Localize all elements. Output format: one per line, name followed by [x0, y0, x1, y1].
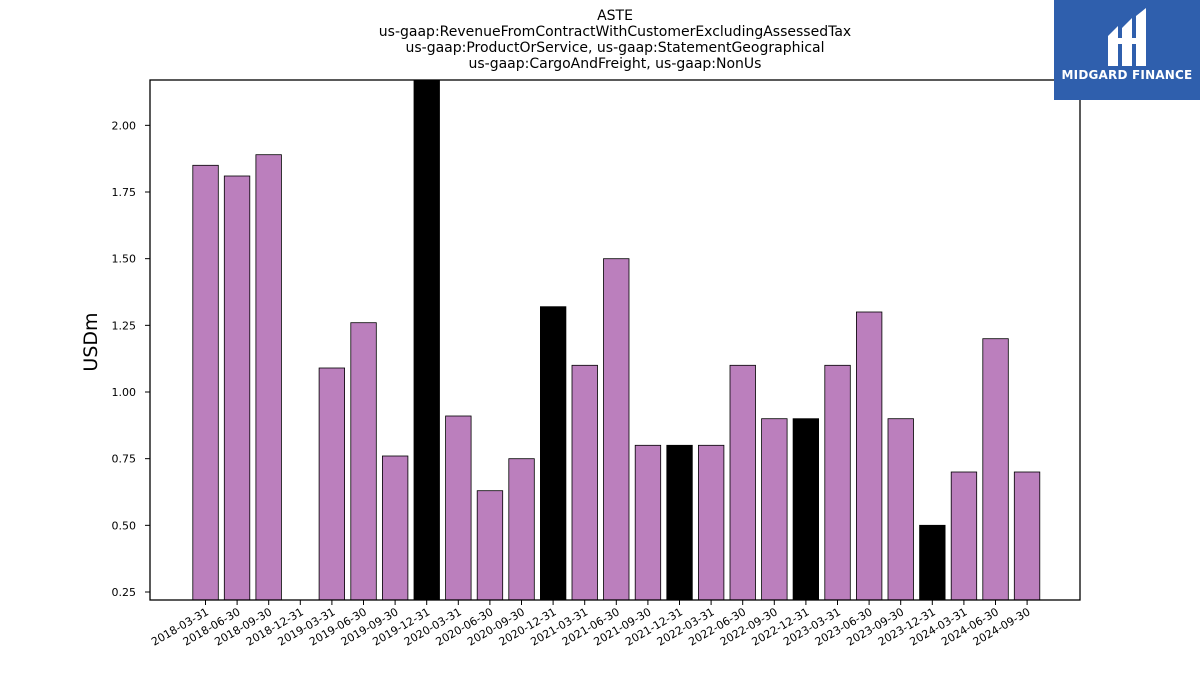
bar — [413, 79, 440, 601]
bar — [856, 311, 883, 601]
bar — [887, 418, 914, 601]
bar — [381, 455, 409, 601]
x-axis: 2018-03-312018-06-302018-09-302018-12-31… — [149, 600, 1033, 649]
bar — [476, 490, 504, 601]
bar — [698, 444, 725, 601]
chart-title-line: us-gaap:CargoAndFreight, us-gaap:NonUs — [469, 56, 762, 72]
y-tick-label: 1.25 — [112, 319, 137, 332]
y-tick-label: 0.75 — [112, 453, 137, 466]
midgard-logo-icon — [1108, 8, 1146, 66]
logo-text: MIDGARD FINANCE — [1061, 68, 1193, 82]
y-tick-label: 0.25 — [112, 586, 137, 599]
chart-title-line: us-gaap:RevenueFromContractWithCustomerE… — [379, 24, 851, 40]
bar-series — [192, 79, 1041, 601]
brand-logo: MIDGARD FINANCE — [1054, 0, 1200, 100]
y-tick-label: 1.50 — [112, 253, 137, 266]
bar — [540, 306, 567, 601]
bar — [824, 364, 851, 601]
bar — [982, 338, 1009, 601]
plot-frame — [149, 79, 1081, 601]
bar — [350, 322, 377, 601]
y-tick-label: 1.75 — [112, 186, 137, 199]
bar — [571, 364, 598, 601]
bar — [919, 524, 946, 601]
bar — [729, 364, 756, 601]
bar — [1013, 471, 1041, 601]
bar — [192, 164, 219, 601]
y-axis: 0.25 0.50 0.75 1.00 1.25 1.50 1.75 2.00 — [112, 119, 150, 599]
y-tick-label: 0.50 — [112, 519, 137, 532]
bar — [508, 458, 535, 601]
chart-title: ASTE us-gaap:RevenueFromContractWithCust… — [379, 8, 851, 72]
bar — [634, 444, 662, 601]
bar — [950, 471, 978, 601]
y-tick-label: 1.00 — [112, 386, 137, 399]
y-tick-label: 2.00 — [112, 119, 137, 132]
chart-title-line: ASTE — [597, 8, 633, 24]
bar — [223, 175, 251, 601]
bar — [445, 415, 472, 601]
bar — [603, 258, 630, 601]
bar — [666, 444, 693, 601]
y-axis-label: USDm — [80, 312, 102, 371]
chart-title-line: us-gaap:ProductOrService, us-gaap:Statem… — [405, 40, 824, 56]
bar — [761, 418, 788, 601]
bar — [255, 154, 282, 601]
bar — [318, 367, 346, 601]
bar — [792, 418, 819, 601]
